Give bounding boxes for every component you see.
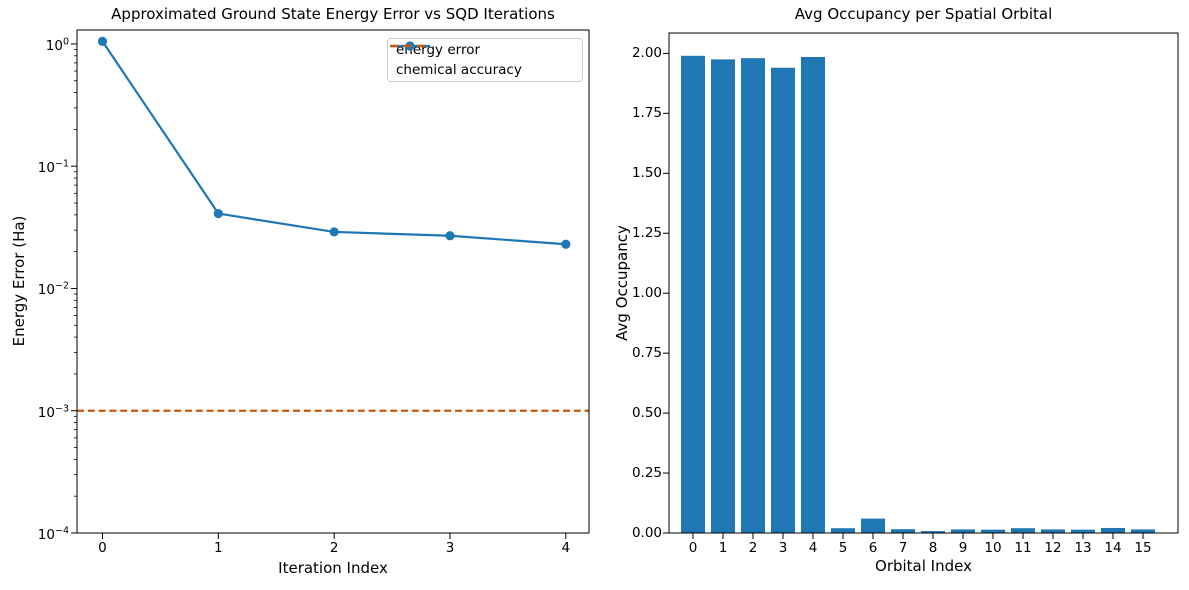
y-tick-label: 0.75: [631, 345, 662, 362]
x-tick-label: 8: [928, 540, 938, 556]
x-tick-label: 1: [214, 540, 223, 556]
x-tick-label: 13: [1074, 540, 1092, 556]
left-axes-spines: [76, 29, 590, 534]
occupancy-bar: [1131, 529, 1155, 533]
x-tick-label: 10: [984, 540, 1002, 556]
y-tick-label: 100: [45, 36, 69, 54]
y-tick-label: 1.50: [631, 165, 662, 182]
legend: energy error chemical accuracy: [387, 38, 583, 82]
occupancy-bar: [891, 529, 915, 533]
right-x-axis-label: Orbital Index: [875, 557, 972, 575]
y-tick-label: 10−4: [37, 525, 69, 543]
occupancy-bar: [1041, 529, 1065, 533]
y-tick-label: 10−1: [37, 158, 69, 176]
y-tick-label: 0.50: [631, 405, 662, 422]
legend-label-chemical-accuracy: chemical accuracy: [396, 61, 522, 78]
occupancy-bar: [711, 59, 735, 533]
energy-error-marker: [561, 239, 571, 249]
x-tick-label: 11: [1014, 540, 1032, 556]
occupancy-bar: [741, 58, 765, 533]
y-tick-label: 10−2: [37, 280, 69, 299]
energy-error-marker: [445, 231, 455, 241]
y-tick-label: 10−3: [37, 402, 69, 421]
occupancy-chart: Avg Occupancy per Spatial Orbital Orbita…: [600, 0, 1189, 590]
energy-error-marker: [97, 36, 108, 46]
y-tick-label: 0.25: [631, 465, 662, 482]
occupancy-bar: [801, 56, 825, 534]
x-tick-label: 6: [868, 540, 878, 556]
occupancy-bar: [1011, 528, 1035, 533]
energy-error-chart: Approximated Ground State Energy Error v…: [10, 5, 590, 577]
occupancy-bar: [1071, 529, 1095, 533]
legend-item-chemical-accuracy: chemical accuracy: [390, 44, 574, 80]
right-chart-title: Avg Occupancy per Spatial Orbital: [794, 5, 1053, 23]
chemical-accuracy-legend-sample-icon: [390, 44, 430, 48]
right-y-axis-label: Avg Occupancy: [613, 225, 631, 341]
occupancy-bar: [771, 67, 795, 533]
left-chart-title: Approximated Ground State Energy Error v…: [111, 5, 555, 23]
x-tick-label: 7: [898, 540, 908, 556]
x-tick-label: 0: [98, 540, 107, 556]
x-tick-label: 5: [838, 540, 848, 556]
occupancy-bar: [1101, 527, 1125, 533]
x-tick-label: 12: [1044, 540, 1062, 556]
x-tick-label: 3: [445, 540, 455, 556]
right-axes-spines: [668, 32, 1179, 534]
x-tick-label: 15: [1134, 540, 1152, 556]
y-tick-label: 1.75: [631, 105, 662, 122]
x-tick-label: 1: [718, 540, 728, 556]
x-tick-label: 0: [688, 540, 698, 556]
occupancy-bar: [981, 529, 1005, 533]
energy-error-marker: [329, 227, 339, 237]
x-tick-label: 2: [748, 540, 758, 556]
x-tick-label: 3: [778, 540, 788, 556]
occupancy-bar: [951, 529, 975, 533]
occupancy-bar: [861, 518, 885, 533]
x-tick-label: 4: [808, 540, 818, 556]
left-y-axis-label: Energy Error (Ha): [10, 215, 28, 347]
left-x-axis-label: Iteration Index: [278, 559, 388, 577]
y-tick-label: 1.00: [631, 285, 662, 302]
x-tick-label: 9: [958, 540, 968, 556]
energy-error-plot-canvas: [71, 29, 590, 539]
y-tick-label: 1.25: [631, 225, 662, 242]
occupancy-bar: [831, 528, 855, 533]
occupancy-plot-canvas: [663, 32, 1179, 539]
occupancy-bar: [921, 531, 945, 533]
x-tick-label: 14: [1104, 540, 1122, 556]
x-tick-label: 2: [329, 540, 339, 556]
y-tick-label: 0.00: [631, 525, 662, 541]
energy-error-marker: [213, 208, 223, 219]
y-tick-label: 2.00: [631, 45, 662, 62]
occupancy-bar: [681, 55, 705, 534]
x-tick-label: 4: [561, 540, 571, 556]
